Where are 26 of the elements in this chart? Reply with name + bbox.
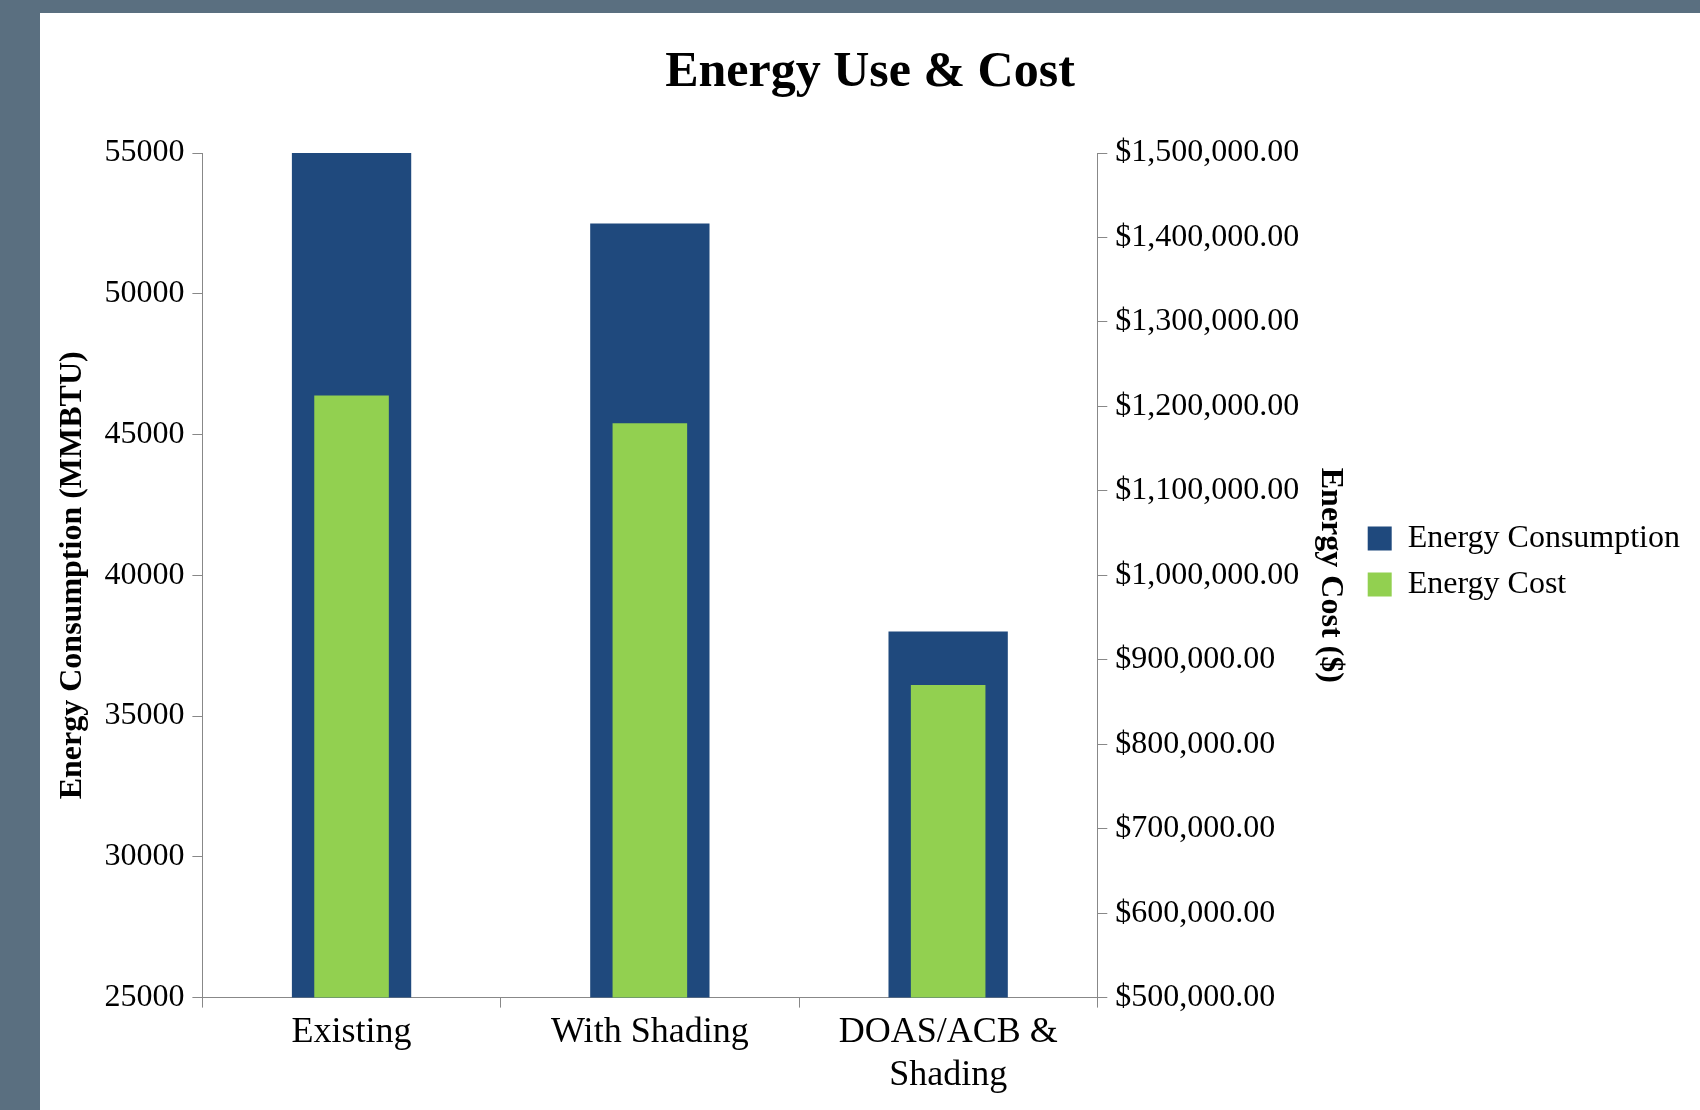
y-tick-label: 30000 — [104, 836, 185, 873]
y-tick-label: 35000 — [104, 695, 185, 732]
y2-tick-label: $1,500,000.00 — [1115, 132, 1300, 169]
y2-tick-label: $900,000.00 — [1115, 639, 1276, 676]
y2-tick-label: $1,400,000.00 — [1115, 216, 1300, 253]
chart-title: Energy Use & Cost — [665, 40, 1076, 97]
x-tick-label: DOAS/ACB & Shading — [838, 1009, 1058, 1093]
y-tick-label: 55000 — [104, 132, 185, 169]
y2-tick-label: $1,300,000.00 — [1115, 301, 1300, 338]
legend-label: Energy Consumption — [1407, 517, 1680, 554]
y2-tick-label: $500,000.00 — [1115, 977, 1276, 1014]
y-tick-label: 50000 — [104, 273, 185, 310]
y-axis-title: Energy Consumption (MMBTU) — [52, 351, 89, 800]
x-tick-label: Existing — [291, 1009, 412, 1050]
y2-tick-label: $1,100,000.00 — [1115, 470, 1300, 507]
y-tick-label: 40000 — [104, 554, 185, 591]
y2-tick-label: $800,000.00 — [1115, 723, 1276, 760]
legend-label: Energy Cost — [1407, 563, 1567, 600]
y2-tick-label: $1,000,000.00 — [1115, 554, 1300, 591]
y2-tick-label: $700,000.00 — [1115, 808, 1276, 845]
y2-tick-label: $1,200,000.00 — [1115, 385, 1300, 422]
y2-tick-label: $600,000.00 — [1115, 892, 1276, 929]
x-tick-label: With Shading — [551, 1009, 749, 1050]
y2-axis-title: Energy Cost ($) — [1315, 467, 1352, 683]
y-tick-label: 25000 — [104, 977, 185, 1014]
y-tick-label: 45000 — [104, 413, 185, 450]
